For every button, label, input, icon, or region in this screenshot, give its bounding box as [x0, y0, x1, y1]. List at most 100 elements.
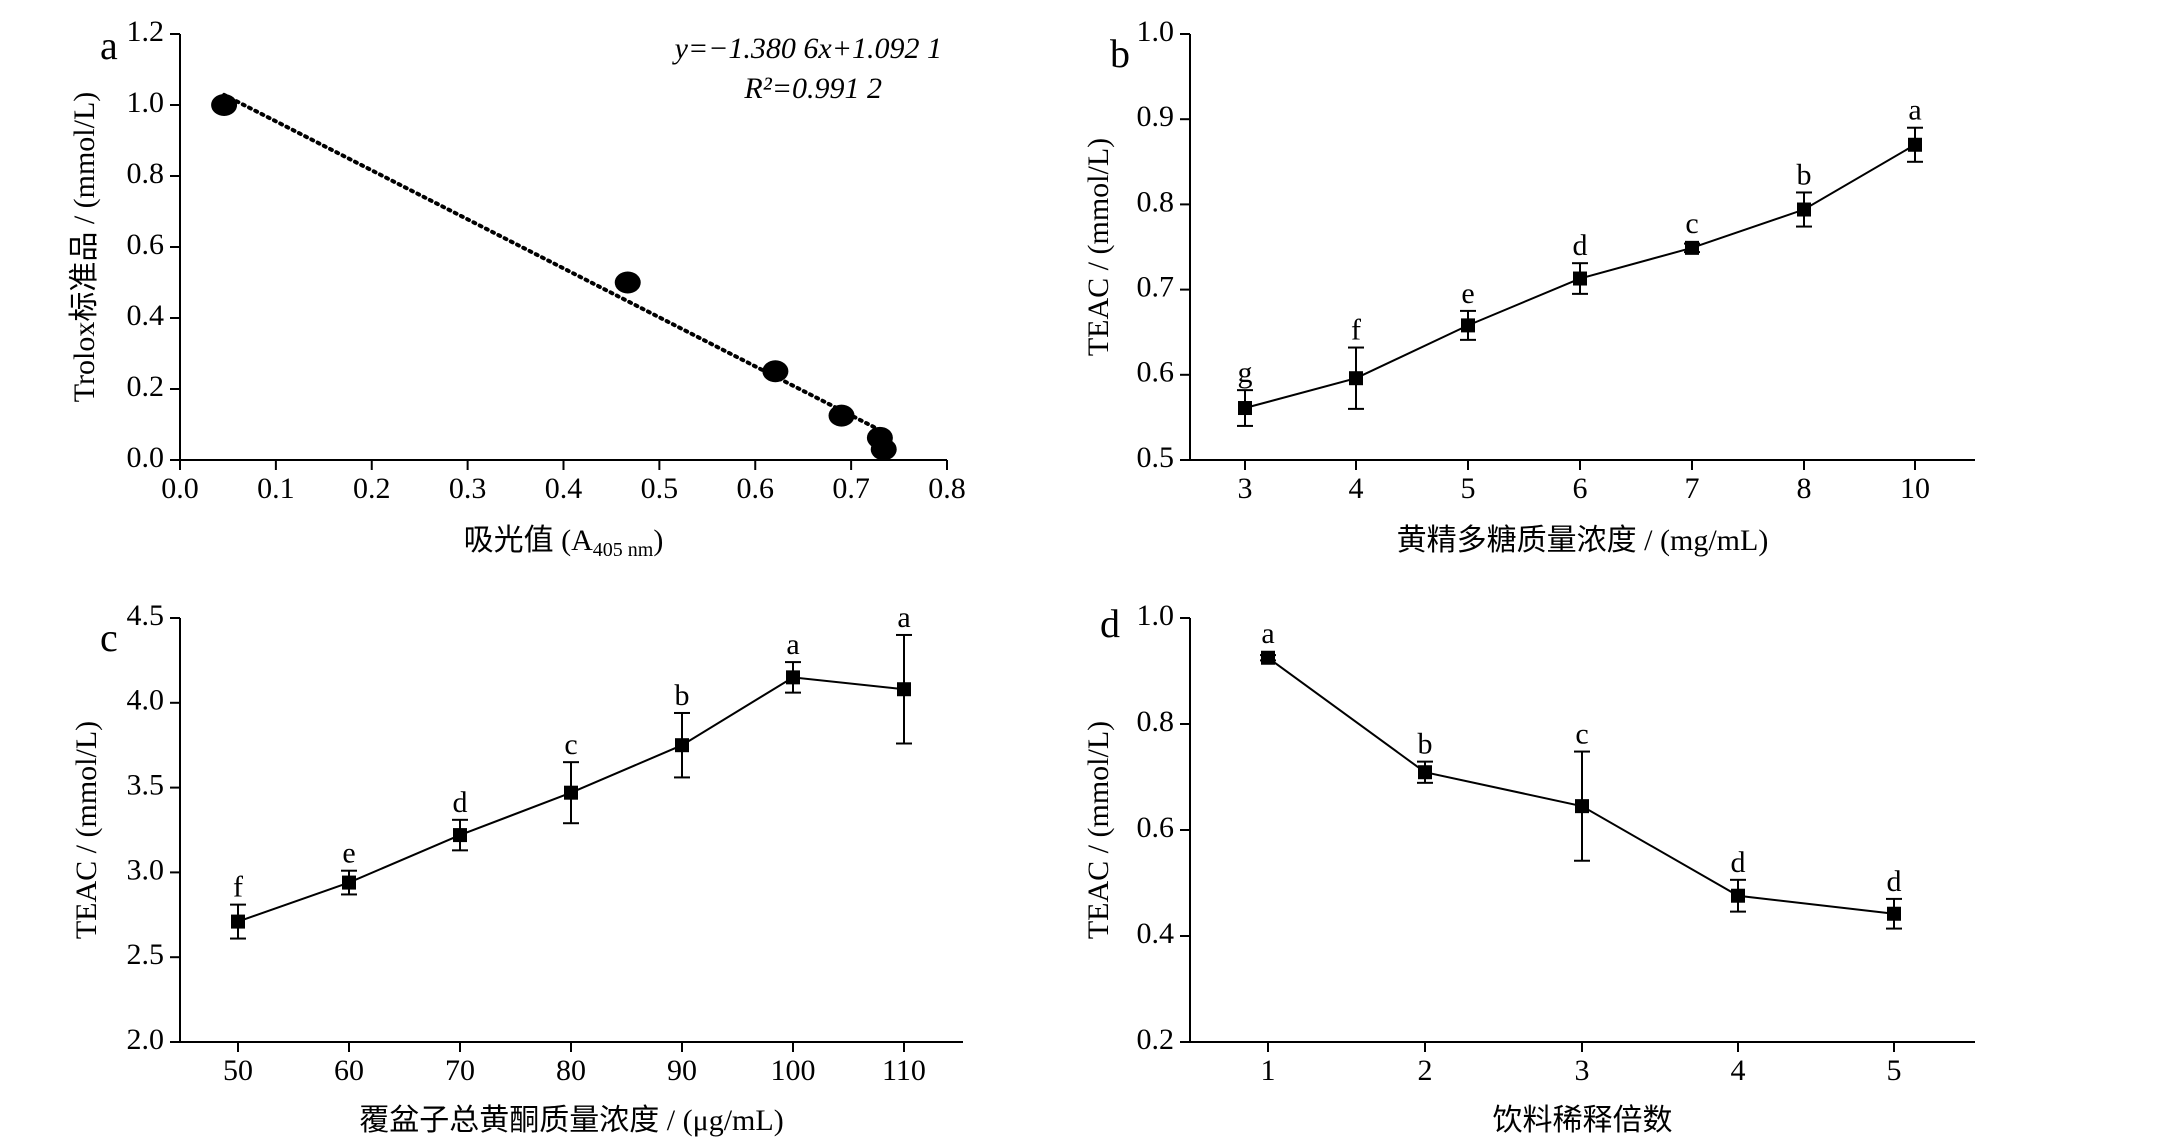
x-axis-label-end: )	[653, 524, 663, 557]
y-tick-label: 2.5	[127, 938, 165, 971]
r-squared: R²=0.991 2	[743, 72, 882, 105]
data-point	[1573, 271, 1587, 286]
data-point	[1685, 240, 1699, 255]
data-point	[453, 828, 467, 843]
y-tick-label: 0.6	[1137, 356, 1175, 389]
data-point	[342, 875, 356, 890]
significance-letter: a	[1908, 94, 1921, 127]
data-point	[1238, 401, 1252, 416]
panel-d: d 0.2 0.4 0.6 0.8 1.0 TEAC / (mmol/L) 1 2 3 4 5 饮料稀释…	[1082, 599, 1975, 1137]
y-tick-label: 1.0	[127, 86, 165, 119]
data-point	[762, 360, 789, 383]
data-point	[231, 914, 245, 929]
data-point	[614, 271, 641, 294]
y-tick-label: 0.9	[1137, 100, 1175, 133]
y-tick-label: 0.4	[127, 299, 165, 332]
x-tick-label: 110	[882, 1054, 926, 1087]
y-tick-label: 1.2	[127, 15, 165, 48]
y-tick-label: 0.2	[1137, 1023, 1175, 1056]
y-axis-label: TEAC / (mmol/L)	[70, 721, 103, 939]
y-tick-label: 4.5	[127, 599, 165, 632]
x-tick-label: 4	[1731, 1054, 1746, 1087]
y-tick-label: 0.8	[127, 157, 165, 190]
panel-letter: b	[1110, 31, 1130, 76]
significance-letter: a	[786, 628, 799, 661]
panel-letter: d	[1100, 601, 1120, 646]
y-tick-label: 0.0	[127, 441, 165, 474]
data-point	[1261, 650, 1275, 665]
y-tick-label: 1.0	[1137, 599, 1175, 632]
y-tick-label: 3.0	[127, 853, 165, 886]
significance-letter: a	[897, 601, 910, 634]
y-tick-label: 4.0	[127, 684, 165, 717]
y-tick-label: 0.7	[1137, 270, 1175, 303]
significance-letter: c	[564, 728, 577, 761]
x-tick-label: 0.7	[832, 472, 870, 505]
y-axis-label: TEAC / (mmol/L)	[1082, 721, 1115, 939]
x-tick-label: 6	[1573, 472, 1588, 505]
significance-letter: d	[453, 786, 468, 819]
data-point	[564, 785, 578, 800]
x-tick-label: 0.2	[353, 472, 391, 505]
x-tick-label: 90	[667, 1054, 697, 1087]
significance-letter: d	[1887, 865, 1902, 898]
significance-letter: b	[1797, 158, 1812, 191]
y-tick-label: 2.0	[127, 1023, 165, 1056]
x-axis-label: 吸光值 (A405 nm)	[464, 524, 664, 561]
data-point	[828, 404, 855, 427]
x-tick-label: 5	[1461, 472, 1476, 505]
panel-a: a 0.0 0.2 0.4 0.6 0.8 1.0 1.2 Trolox标准品 / (mmol/…	[68, 15, 966, 561]
significance-letter: f	[1351, 314, 1361, 347]
data-point	[786, 670, 800, 685]
x-tick-label: 0.5	[641, 472, 679, 505]
data-point	[1418, 765, 1432, 780]
x-tick-label: 1	[1261, 1054, 1276, 1087]
y-tick-label: 0.2	[127, 370, 165, 403]
data-point	[1797, 202, 1811, 217]
significance-letter: f	[233, 871, 243, 904]
data-point	[1908, 137, 1922, 152]
data-point	[675, 738, 689, 753]
x-tick-label: 0.4	[545, 472, 583, 505]
y-tick-label: 3.5	[127, 768, 165, 801]
data-point	[1731, 888, 1745, 903]
x-tick-label: 2	[1418, 1054, 1433, 1087]
x-tick-label: 0.6	[737, 472, 775, 505]
x-tick-label: 0.1	[257, 472, 295, 505]
y-axis-label: Trolox标准品 / (mmol/L)	[68, 92, 101, 403]
significance-letter: e	[342, 837, 355, 870]
x-tick-label: 60	[334, 1054, 364, 1087]
x-tick-label: 8	[1797, 472, 1812, 505]
y-tick-label: 0.8	[1137, 185, 1175, 218]
x-tick-label: 80	[556, 1054, 586, 1087]
data-point	[211, 94, 238, 116]
significance-letter: c	[1575, 718, 1588, 751]
panel-b: b 0.5 0.6 0.7 0.8 0.9 1.0 TEAC / (mmol/L) 3 4 5 6 7 8…	[1082, 15, 1975, 557]
x-axis-label: 黄精多糖质量浓度 / (mg/mL)	[1397, 524, 1769, 557]
significance-letter: b	[1418, 728, 1433, 761]
x-axis-label: 覆盆子总黄酮质量浓度 / (μg/mL)	[359, 1104, 783, 1137]
x-tick-label: 3	[1238, 472, 1253, 505]
y-axis-label: TEAC / (mmol/L)	[1082, 138, 1115, 356]
significance-letter: a	[1261, 617, 1274, 650]
data-point	[870, 438, 897, 461]
x-axis-label: 饮料稀释倍数	[1493, 1104, 1673, 1137]
y-tick-label: 0.6	[1137, 811, 1175, 844]
data-point	[1461, 318, 1475, 333]
significance-letter: d	[1573, 229, 1588, 262]
x-tick-label: 5	[1887, 1054, 1902, 1087]
x-tick-label: 50	[223, 1054, 253, 1087]
data-point	[1349, 371, 1363, 386]
x-tick-label: 0.0	[161, 472, 199, 505]
significance-letter: b	[675, 679, 690, 712]
significance-letter: g	[1238, 356, 1253, 389]
panel-letter: c	[100, 615, 118, 660]
x-tick-label: 3	[1575, 1054, 1590, 1087]
y-tick-label: 1.0	[1137, 15, 1175, 48]
y-tick-label: 0.6	[127, 228, 165, 261]
x-tick-label: 70	[445, 1054, 475, 1087]
x-tick-label: 0.3	[449, 472, 487, 505]
x-tick-label: 0.8	[928, 472, 966, 505]
x-tick-label: 10	[1900, 472, 1930, 505]
